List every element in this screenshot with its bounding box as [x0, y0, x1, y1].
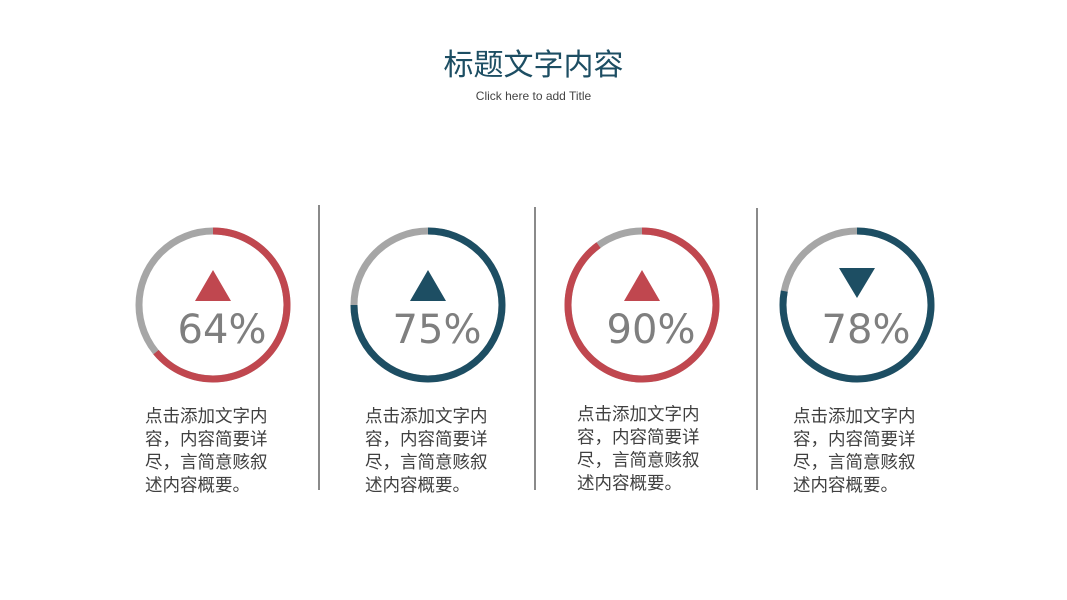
arrow-down-icon — [839, 268, 875, 298]
gauge-arc — [564, 227, 720, 383]
gauge-ring — [350, 227, 506, 383]
divider — [534, 207, 536, 490]
divider — [318, 205, 320, 490]
description-text: 点击添加文字内容，内容简要详尽，言简意赅叙述内容概要。 — [365, 407, 488, 496]
page-title: 标题文字内容 — [443, 48, 624, 83]
page-subtitle[interactable]: Click here to add Title — [475, 89, 592, 103]
gauge-3: 90% — [562, 225, 722, 385]
gauge-2: 75% — [348, 225, 508, 385]
gauge-4: 78% — [777, 225, 937, 385]
gauge-percent: 90% — [606, 307, 696, 353]
gauge-percent: 64% — [177, 307, 267, 353]
gauge-1: 64% — [133, 225, 293, 385]
arrow-up-icon — [195, 270, 231, 301]
gauge-ring — [564, 227, 720, 383]
gauge-arc — [350, 227, 506, 383]
gauge-percent: 75% — [392, 307, 482, 353]
gauge-arc — [153, 227, 291, 383]
divider — [756, 208, 758, 490]
description-text: 点击添加文字内容，内容简要详尽，言简意赅叙述内容概要。 — [145, 407, 268, 496]
gauge-ring — [779, 227, 935, 383]
gauge-arc — [779, 227, 935, 383]
arrow-up-icon — [410, 270, 446, 301]
gauge-percent: 78% — [821, 307, 911, 353]
description-text: 点击添加文字内容，内容简要详尽，言简意赅叙述内容概要。 — [793, 407, 916, 496]
gauge-ring — [135, 227, 291, 383]
description-text: 点击添加文字内容，内容简要详尽，言简意赅叙述内容概要。 — [577, 405, 700, 494]
arrow-up-icon — [624, 270, 660, 301]
